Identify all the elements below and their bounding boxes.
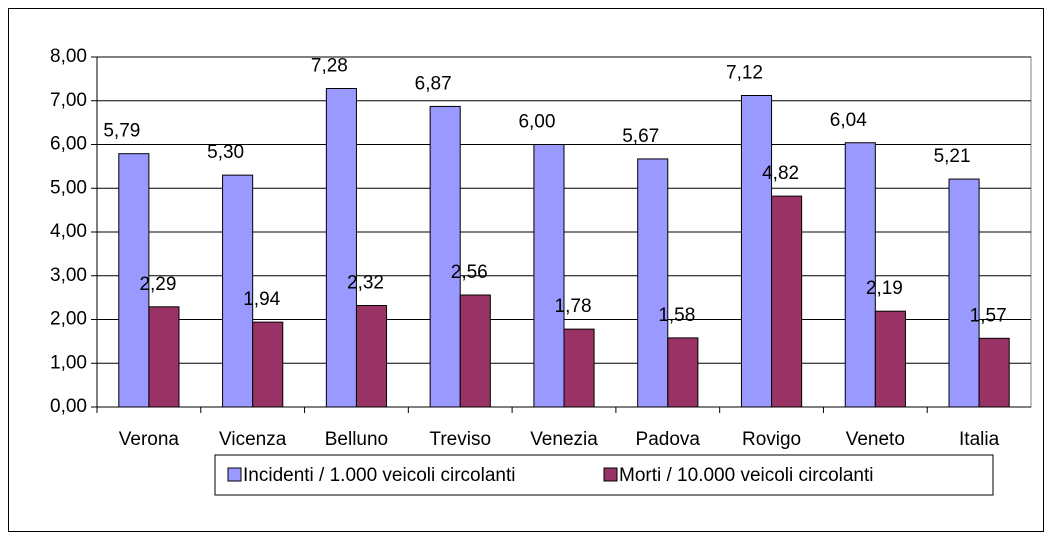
x-tick-label: Padova xyxy=(636,429,701,450)
bar xyxy=(844,142,876,408)
bar xyxy=(325,88,357,408)
bar xyxy=(740,95,773,408)
y-tick-label: 6,00 xyxy=(50,134,87,155)
legend-label: Morti / 10.000 veicoli circolanti xyxy=(619,465,874,486)
bar xyxy=(222,174,254,408)
value-label: 2,56 xyxy=(451,262,488,283)
y-tick-label: 1,00 xyxy=(50,352,87,373)
x-tick-label: Italia xyxy=(959,429,1000,450)
legend-swatch xyxy=(603,467,618,482)
value-label: 1,94 xyxy=(243,289,280,310)
y-tick-label: 4,00 xyxy=(50,221,87,242)
value-label: 2,29 xyxy=(139,274,176,295)
x-tick-label: Treviso xyxy=(429,429,491,450)
value-label: 1,78 xyxy=(555,296,592,317)
y-tick-label: 5,00 xyxy=(50,177,87,198)
y-tick-label: 3,00 xyxy=(50,265,87,286)
bar xyxy=(148,306,180,408)
x-tick-label: Belluno xyxy=(325,429,388,450)
y-tick-label: 8,00 xyxy=(50,46,87,67)
y-tick-label: 2,00 xyxy=(50,309,87,330)
bar xyxy=(667,337,699,408)
bar xyxy=(874,310,906,408)
value-label: 5,30 xyxy=(207,142,244,163)
x-tick-label: Rovigo xyxy=(742,429,801,450)
value-label: 6,00 xyxy=(518,112,555,133)
value-label: 2,19 xyxy=(866,278,903,299)
value-label: 1,57 xyxy=(970,305,1007,326)
bar xyxy=(252,321,284,408)
x-tick-label: Veneto xyxy=(846,429,905,450)
bar xyxy=(771,195,803,408)
bar xyxy=(533,144,565,408)
x-tick-label: Vicenza xyxy=(219,429,287,450)
value-label: 5,67 xyxy=(622,126,659,147)
value-label: 5,21 xyxy=(934,146,971,167)
value-label: 5,79 xyxy=(103,121,140,142)
bar xyxy=(637,158,669,408)
bar xyxy=(429,105,461,408)
value-label: 4,82 xyxy=(762,163,799,184)
bar xyxy=(978,337,1010,408)
value-label: 6,04 xyxy=(830,110,867,131)
bar xyxy=(563,328,595,408)
value-label: 1,58 xyxy=(658,305,695,326)
y-tick-label: 7,00 xyxy=(50,90,87,111)
value-label: 7,28 xyxy=(311,56,348,77)
value-label: 6,87 xyxy=(415,73,452,94)
bar xyxy=(355,305,388,408)
value-label: 7,12 xyxy=(726,63,763,84)
legend-label: Incidenti / 1.000 veicoli circolanti xyxy=(243,465,515,486)
x-tick-label: Verona xyxy=(119,429,180,450)
y-tick-label: 0,00 xyxy=(50,396,87,417)
bar xyxy=(459,294,491,408)
legend-swatch xyxy=(227,467,242,482)
bar xyxy=(948,178,980,408)
x-tick-label: Venezia xyxy=(530,429,598,450)
value-label: 2,32 xyxy=(347,273,384,294)
bar xyxy=(118,153,150,408)
